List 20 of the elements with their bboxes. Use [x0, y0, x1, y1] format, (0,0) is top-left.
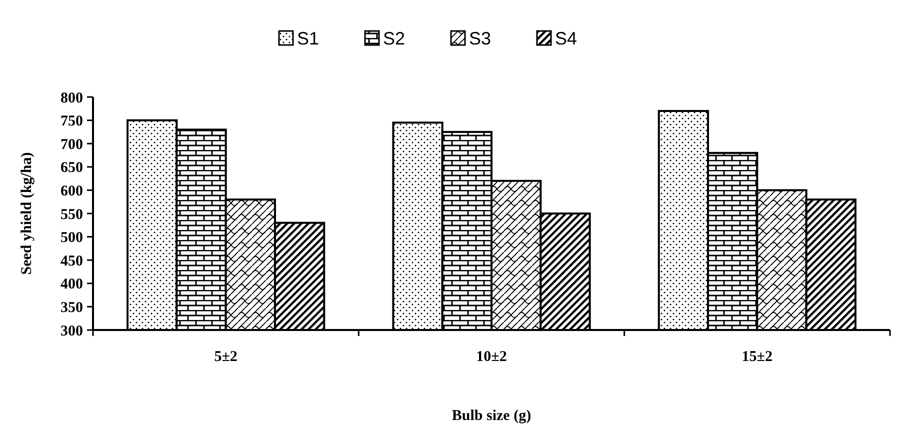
y-tick-label: 500 — [60, 230, 83, 246]
y-tick-label: 650 — [60, 160, 83, 176]
y-tick-label: 750 — [60, 114, 83, 130]
y-tick-label: 600 — [60, 183, 83, 200]
x-tick-label: 5±2 — [214, 349, 238, 365]
legend-label: S3 — [469, 28, 492, 48]
legend-label: S1 — [297, 28, 320, 48]
y-tick-label: 700 — [60, 136, 83, 153]
y-tick-label: 450 — [60, 253, 83, 270]
y-tick-label: 300 — [60, 323, 83, 340]
y-tick-label: 400 — [60, 276, 83, 293]
x-axis-title: Bulb size (g) — [452, 408, 532, 424]
legend-label: S4 — [555, 28, 578, 48]
y-tick-label: 550 — [60, 206, 83, 223]
y-axis-title: Seed yhield (kg/ha) — [19, 152, 35, 275]
y-tick-label: 800 — [60, 90, 83, 106]
x-tick-label: 10±2 — [476, 349, 507, 365]
legend-label: S2 — [383, 28, 406, 48]
y-tick-label: 350 — [60, 300, 83, 316]
x-tick-label: 15±2 — [742, 349, 773, 365]
